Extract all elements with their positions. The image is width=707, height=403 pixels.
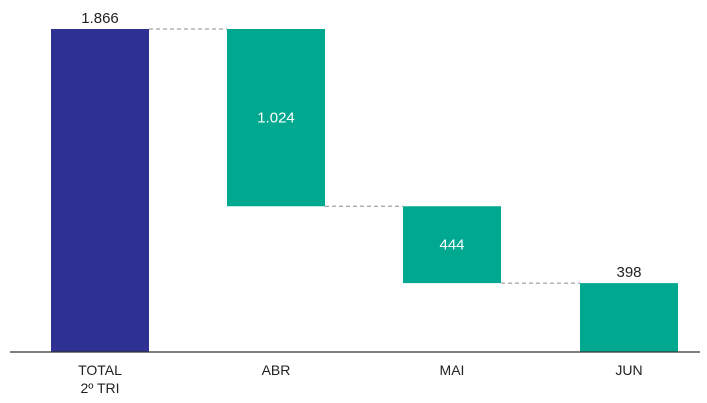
category-label-3-0: JUN [615,362,642,378]
category-label-0-0: TOTAL [78,362,122,378]
bar-1 [227,29,325,207]
category-label-0-1: 2º TRI [80,380,119,396]
bar-0 [51,29,149,352]
data-label-1: 1.024 [257,110,295,127]
bar-3 [580,283,678,352]
data-label-2: 444 [439,237,464,254]
data-label-3: 398 [616,264,641,281]
category-label-2-0: MAI [440,362,465,378]
bar-2 [403,206,501,284]
data-label-0: 1.866 [81,10,119,27]
category-label-1-0: ABR [262,362,291,378]
